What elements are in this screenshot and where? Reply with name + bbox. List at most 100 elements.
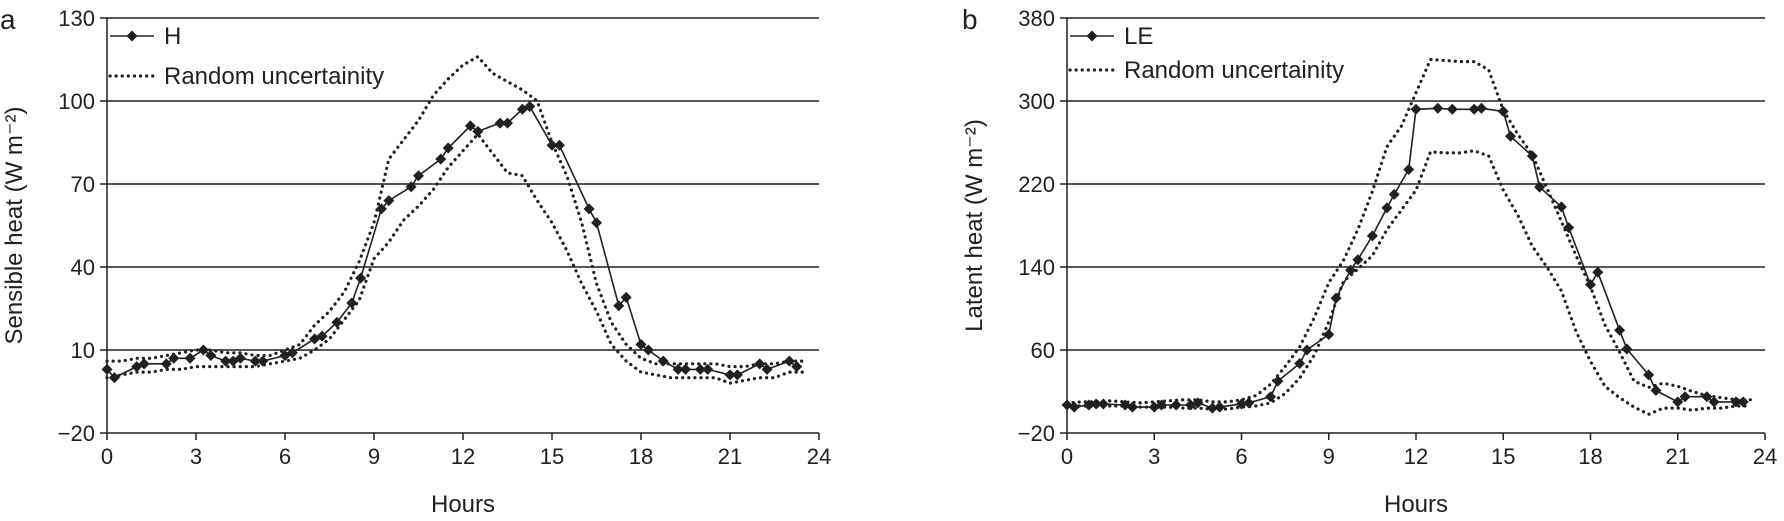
x-tick-label: 21 [718,444,742,469]
y-tick-label: 130 [58,6,95,31]
data-point-le [1737,396,1749,408]
data-point-le [1534,181,1546,193]
y-tick-label: 40 [71,255,95,280]
data-point-le [1555,201,1567,213]
data-point-le [1366,230,1378,242]
x-tick-label: 18 [1578,444,1602,469]
y-tick-label: 220 [1018,172,1055,197]
data-point-le [1265,391,1277,403]
data-point-h [108,372,120,384]
data-point-h [286,347,298,359]
data-point-h [413,170,424,182]
x-tick-label: 9 [368,444,380,469]
data-point-h [524,101,536,113]
x-tick-label: 21 [1666,444,1690,469]
data-point-le [1672,396,1684,408]
y-tick-label: −20 [58,421,95,446]
data-point-h [442,142,454,154]
series-line-le [1066,107,1744,409]
data-point-h [761,363,773,375]
data-point-h [383,195,395,207]
data-point-h [702,363,714,375]
data-point-h [168,352,180,364]
data-point-h [731,369,743,381]
data-point-le [1650,384,1662,396]
data-point-h [375,203,387,215]
data-point-h [405,181,417,193]
x-tick-label: 0 [101,444,113,469]
data-point-h [235,352,246,364]
data-point-h [346,297,358,309]
data-point-le [1403,163,1415,175]
x-tick-label: 9 [1323,444,1335,469]
data-point-h [184,352,196,364]
series-line-uncertainty-lower [105,132,806,385]
panel-label: a [0,4,16,35]
y-tick-label: −20 [1018,421,1055,446]
data-point-h [355,272,367,284]
legend-label-le: LE [1124,23,1153,50]
y-tick-label: 140 [1018,255,1055,280]
x-tick-label: 3 [190,444,202,469]
x-axis-title: Hours [431,491,495,518]
data-point-le [1410,103,1422,115]
y-tick-label: 380 [1018,6,1055,31]
data-point-h [160,358,172,370]
legend: H Random uncertainity [108,23,384,90]
legend: LE Random uncertainity [1068,23,1344,84]
data-point-le [1614,324,1626,336]
data-point-le [1468,103,1480,115]
data-point-h [724,369,736,381]
data-point-le [1214,401,1226,413]
x-tick-label: 6 [1235,444,1247,469]
data-point-le [1475,102,1487,114]
data-point-h [435,153,447,165]
data-point-le [1272,375,1284,387]
x-tick-label: 15 [1491,444,1515,469]
series-line-uncertainty-upper [1065,57,1753,405]
data-point-h [694,363,706,375]
data-point-le [1170,399,1182,411]
chart-panel-a: −20 10 40 70 100 130 0 3 6 9 12 15 18 21 24 Hours Sensib… [0,4,831,518]
series-line-uncertainty-upper [105,55,806,369]
legend-label-uncertainty: Random uncertainity [1124,57,1344,84]
legend-label-uncertainty: Random uncertainity [164,63,384,90]
data-point-h [583,203,595,215]
x-tick-label: 12 [1404,444,1428,469]
data-point-h [472,125,484,137]
legend-marker-diamond [126,30,138,42]
data-point-le [1323,328,1335,340]
data-point-h [494,117,506,129]
data-point-h [591,217,602,229]
data-point-h [620,291,632,303]
data-point-le [1432,102,1444,114]
y-axis-title: Latent heat (W m⁻²) [961,119,988,332]
y-tick-label: 100 [58,89,95,114]
data-point-h [101,363,113,375]
y-tick-label: 10 [71,338,95,363]
data-point-le [1592,266,1604,278]
data-point-h [138,358,150,370]
panel-label: b [962,4,978,35]
legend-label-h: H [164,23,181,50]
data-point-h [464,120,476,132]
x-tick-label: 18 [629,444,653,469]
data-point-le [1446,103,1458,115]
data-point-le [1126,401,1138,413]
y-axis-title: Sensible heat (W m⁻²) [1,106,28,344]
data-point-h [249,355,261,367]
data-point-le [1301,344,1313,356]
data-point-h [205,350,217,362]
y-tick-label: 300 [1018,89,1055,114]
data-point-le [1388,188,1400,200]
data-point-le [1352,254,1364,266]
data-point-h [613,300,625,312]
y-tick-label: 60 [1031,338,1055,363]
data-point-le [1708,396,1720,408]
x-tick-label: 0 [1061,444,1073,469]
data-point-le [1643,369,1655,381]
data-point-h [672,363,684,375]
data-point-le [1381,202,1393,214]
data-point-h [316,330,328,342]
